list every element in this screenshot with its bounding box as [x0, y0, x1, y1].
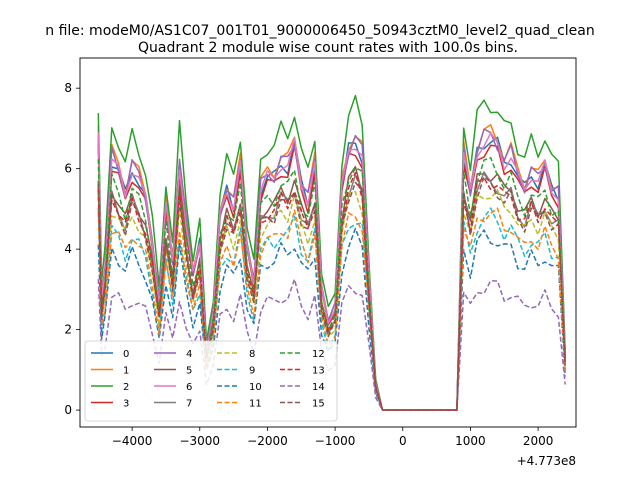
- y-tick-label: 2: [64, 323, 72, 337]
- legend-label: 0: [123, 349, 129, 360]
- legend-label: 12: [312, 349, 325, 360]
- x-axis-offset-label: +4.773e8: [517, 454, 576, 468]
- y-tick-label: 0: [64, 403, 72, 417]
- legend-label: 8: [249, 349, 255, 360]
- legend-box: [84, 340, 338, 422]
- x-tick-label: −4000: [112, 434, 153, 448]
- y-tick-label: 4: [64, 242, 72, 256]
- x-tick-label: −1000: [315, 434, 356, 448]
- series-line-2: [97, 94, 566, 411]
- legend-label: 1: [123, 366, 129, 377]
- y-axis: 0 2 4 6 8: [64, 81, 80, 417]
- x-tick-label: −3000: [179, 434, 220, 448]
- figure-suptitle: n file: modeM0/AS1C07_001T01_9000006450_…: [45, 23, 594, 39]
- legend-label: 6: [186, 382, 192, 393]
- legend-label: 11: [249, 399, 262, 410]
- legend-label: 3: [123, 399, 129, 410]
- legend-label: 9: [249, 366, 255, 377]
- plot-frame: [79, 57, 577, 428]
- legend-label: 10: [249, 382, 262, 393]
- series-line-6: [97, 132, 566, 411]
- x-axis: −4000 −3000 −2000 −1000 0 1000 2000: [112, 427, 554, 448]
- legend-label: 7: [186, 399, 192, 410]
- legend-label: 4: [186, 349, 192, 360]
- legend-label: 5: [186, 366, 192, 377]
- legend-label: 15: [312, 399, 325, 410]
- x-tick-label: 0: [399, 434, 407, 448]
- x-tick-label: 2000: [523, 434, 554, 448]
- series-line-15: [97, 175, 566, 411]
- series-line-11: [97, 207, 566, 411]
- plot-lines: [97, 94, 566, 411]
- legend-label: 14: [312, 382, 325, 393]
- series-line-13: [97, 171, 566, 411]
- legend-label: 2: [123, 382, 129, 393]
- y-tick-label: 6: [64, 162, 72, 176]
- chart-title: Quadrant 2 module wise count rates with …: [138, 40, 518, 56]
- x-tick-label: −2000: [247, 434, 288, 448]
- legend-label: 13: [312, 366, 325, 377]
- x-tick-label: 1000: [455, 434, 486, 448]
- y-tick-label: 8: [64, 81, 72, 95]
